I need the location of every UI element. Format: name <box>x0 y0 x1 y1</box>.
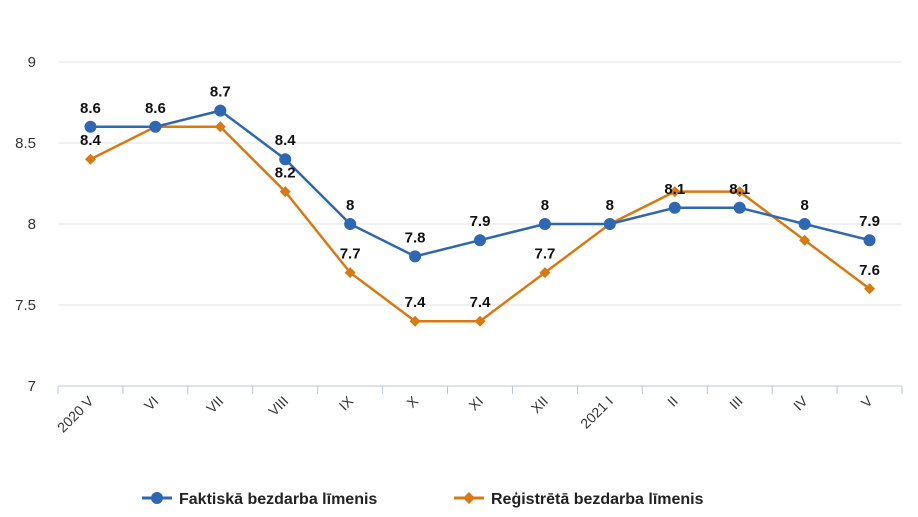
point-series-2-6[interactable] <box>474 315 486 327</box>
point-series-2-4[interactable] <box>344 267 356 279</box>
x-tick-label-0: 2020 V <box>54 392 97 435</box>
y-tick-label-2: 8 <box>28 216 36 233</box>
data-label-series-1-12: 7.9 <box>859 213 880 230</box>
point-series-1-0[interactable] <box>84 120 97 133</box>
point-series-2-5[interactable] <box>409 315 421 327</box>
x-tick-label-10: III <box>726 393 746 413</box>
axes <box>57 385 903 394</box>
point-series-2-9[interactable] <box>669 186 681 198</box>
data-label-series-2-6: 7.4 <box>470 294 492 311</box>
x-tick-labels: 2020 V VI VII VIII IX X XI XII 2021 I II III IV V <box>54 392 876 435</box>
legend-item-series-1[interactable]: Faktiskā bezdarba līmenis <box>142 491 377 508</box>
data-label-series-1-11: 8 <box>800 197 808 214</box>
point-series-1-4[interactable] <box>344 218 357 230</box>
data-label-series-2-4: 7.7 <box>340 246 361 263</box>
legend-item-series-2[interactable]: Reģistrētā bezdarba līmenis <box>454 490 704 508</box>
legend-label-series-1: Faktiskā bezdarba līmenis <box>179 491 377 508</box>
data-label-series-1-5: 7.8 <box>405 229 426 246</box>
data-label-series-1-2: 8.7 <box>210 84 231 101</box>
y-tick-labels: 7 7.5 8 8.5 9 <box>15 54 36 395</box>
point-series-2-12[interactable] <box>864 283 876 295</box>
point-series-2-3[interactable] <box>279 186 291 198</box>
point-series-1-5[interactable] <box>409 250 422 263</box>
point-series-2-10[interactable] <box>734 186 746 198</box>
point-series-1-1[interactable] <box>149 120 162 133</box>
data-label-series-1-0: 8.6 <box>80 100 101 117</box>
point-series-1-8[interactable] <box>603 218 616 230</box>
data-label-series-2-5: 7.4 <box>405 294 427 311</box>
x-tick-label-3: VIII <box>265 393 291 419</box>
data-label-series-2-3: 8.2 <box>275 165 296 182</box>
x-tick-label-2: VII <box>203 393 226 416</box>
x-tick-label-6: XI <box>465 393 486 414</box>
y-tick-label-1: 7.5 <box>15 297 36 314</box>
point-series-1-7[interactable] <box>538 218 551 230</box>
point-series-1-12[interactable] <box>863 234 876 247</box>
point-series-1-2[interactable] <box>214 104 227 117</box>
point-series-2-11[interactable] <box>799 234 811 246</box>
point-series-1-9[interactable] <box>668 201 681 214</box>
data-label-series-1-7: 8 <box>541 197 549 214</box>
x-tick-label-1: VI <box>141 393 162 414</box>
data-label-series-2-12: 7.6 <box>859 262 880 279</box>
legend[interactable]: Faktiskā bezdarba līmenis Reģistrētā bez… <box>142 490 704 508</box>
x-tick-label-4: IX <box>336 392 357 413</box>
x-tick-label-8: 2021 I <box>577 393 616 432</box>
data-label-series-2-0: 8.4 <box>80 132 102 149</box>
data-label-series-1-4: 8 <box>346 197 354 214</box>
data-label-series-2-7: 7.7 <box>534 246 555 263</box>
data-label-series-1-3: 8.4 <box>275 132 297 149</box>
point-series-1-11[interactable] <box>798 218 811 230</box>
x-tick-label-11: IV <box>790 392 811 413</box>
x-tick-label-5: X <box>403 392 421 410</box>
data-label-series-1-1: 8.6 <box>145 100 166 117</box>
y-tick-label-0: 7 <box>28 378 36 395</box>
data-label-series-1-8: 8 <box>606 197 614 214</box>
data-label-series-1-6: 7.9 <box>470 213 491 230</box>
data-labels: 8.6 8.6 8.7 8.4 8 7.8 7.9 8 8 8.1 8.1 8 7.9 8.4 8.2 7.7… <box>80 84 880 312</box>
x-tick-label-9: II <box>664 393 681 410</box>
y-tick-label-3: 8.5 <box>15 135 36 152</box>
legend-swatch-marker-series-2 <box>463 492 475 504</box>
data-label-series-1-9: 8.1 <box>664 181 685 198</box>
point-series-1-10[interactable] <box>733 201 746 214</box>
point-series-2-0[interactable] <box>84 153 96 165</box>
series-markers <box>84 104 876 327</box>
point-series-1-6[interactable] <box>474 234 486 247</box>
x-tick-label-7: XII <box>528 393 551 416</box>
y-tick-label-4: 9 <box>28 54 36 71</box>
point-series-2-7[interactable] <box>539 267 551 279</box>
point-series-2-2[interactable] <box>214 121 226 133</box>
legend-label-series-2: Reģistrētā bezdarba līmenis <box>491 490 704 508</box>
gridlines <box>58 61 902 306</box>
x-tick-label-12: V <box>858 392 876 410</box>
legend-swatch-marker-series-1 <box>151 492 163 504</box>
data-label-series-1-10: 8.1 <box>729 181 750 198</box>
point-series-1-3[interactable] <box>279 153 292 166</box>
